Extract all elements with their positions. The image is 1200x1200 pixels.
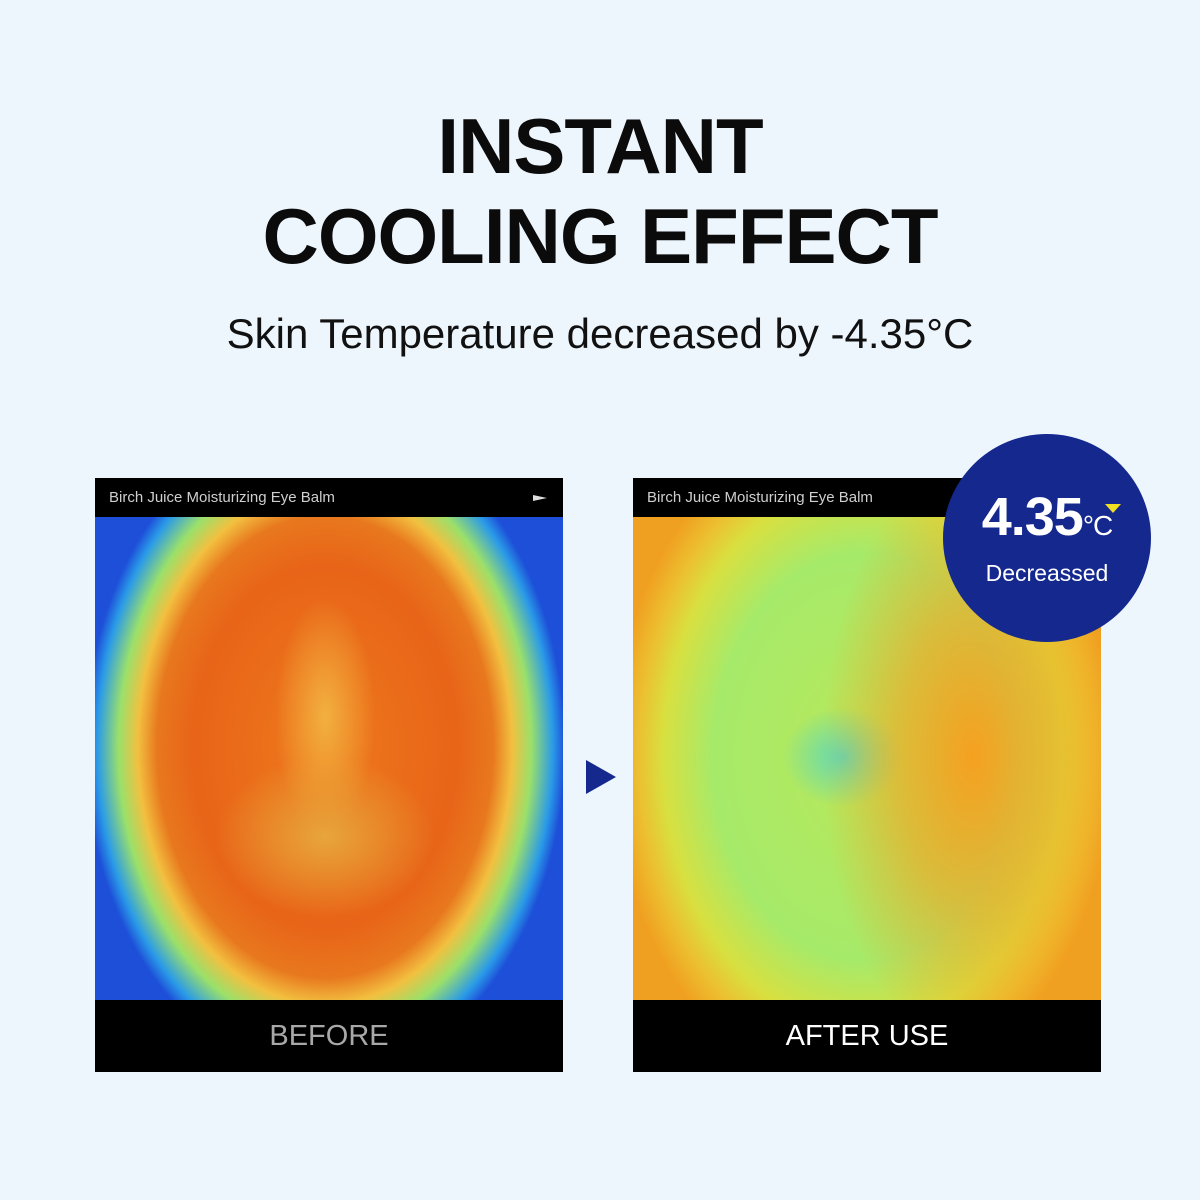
down-triangle-icon: [1105, 504, 1121, 513]
panel-header: Birch Juice Moisturizing Eye Balm: [633, 478, 1101, 517]
badge-value-row: 4.35°C: [943, 486, 1151, 548]
panel-header-label: Birch Juice Moisturizing Eye Balm: [109, 489, 335, 506]
badge-unit: °C: [1082, 510, 1113, 541]
temperature-badge: 4.35°C Decreassed: [943, 434, 1151, 642]
panel-header-label: Birch Juice Moisturizing Eye Balm: [647, 489, 873, 506]
badge-value: 4.35: [981, 487, 1084, 547]
subtitle: Skin Temperature decreased by -4.35°C: [226, 310, 974, 357]
headline-line-1: INSTANT: [437, 102, 763, 190]
badge-label: Decreassed: [985, 560, 1109, 586]
play-icon: [533, 495, 547, 501]
panel-caption: BEFORE: [269, 1020, 389, 1052]
headline-line-2: COOLING EFFECT: [262, 192, 939, 280]
arrow-right-icon: [586, 760, 616, 794]
panel-caption: AFTER USE: [785, 1020, 949, 1052]
before-panel: Birch Juice Moisturizing Eye Balm BEFORE: [95, 478, 563, 1072]
panel-header: Birch Juice Moisturizing Eye Balm: [95, 478, 563, 517]
thermal-image-before: [95, 517, 563, 1000]
